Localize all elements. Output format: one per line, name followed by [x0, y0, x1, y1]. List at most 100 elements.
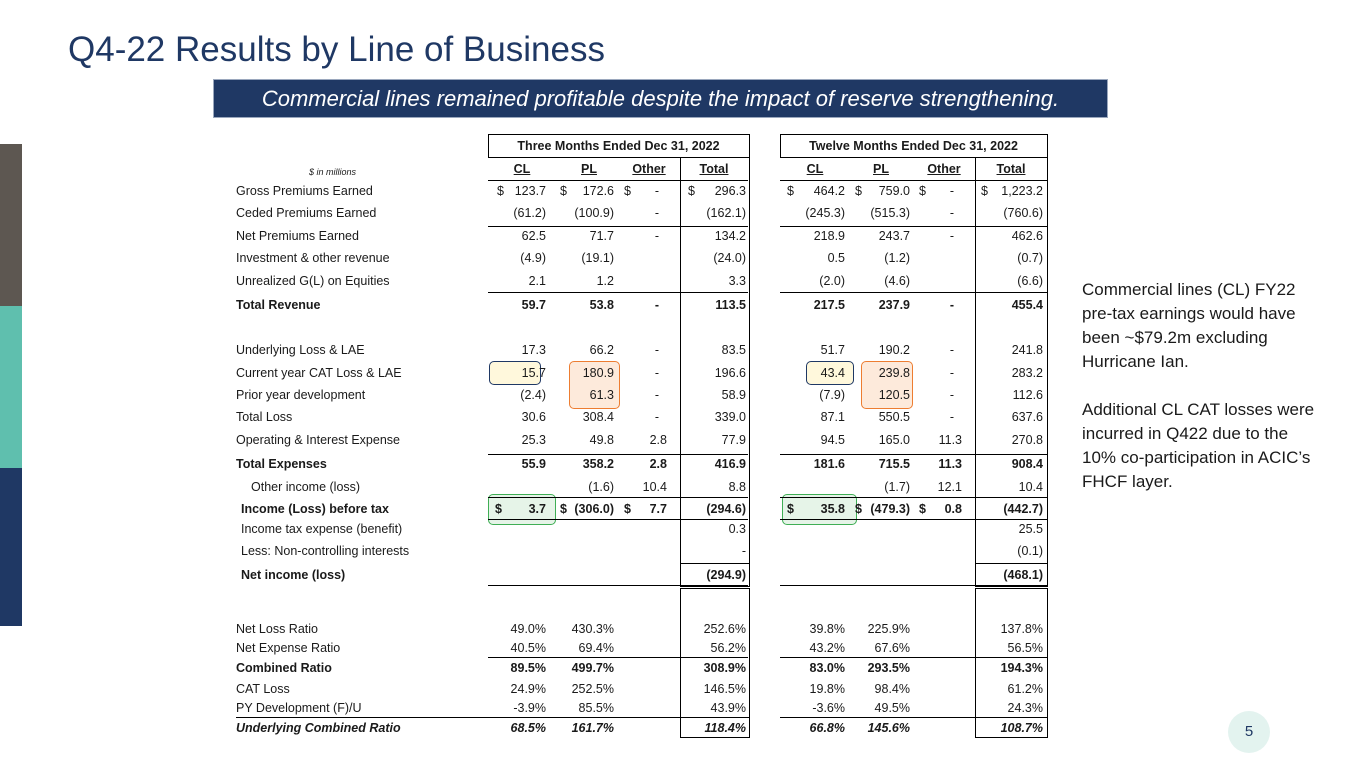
table-cell: (0.7): [1017, 251, 1043, 265]
table-cell: (468.1): [1003, 568, 1043, 582]
table-cell: 112.6: [1012, 388, 1043, 402]
table-cell: -: [949, 206, 954, 220]
rule-revenue-fy: [780, 292, 1047, 293]
table-cell: (760.6): [1003, 206, 1043, 220]
table-cell: 123.7: [514, 184, 546, 198]
table-cell: (294.6): [706, 502, 746, 516]
table-cell: 87.1: [820, 410, 845, 424]
ratio-cell: 308.9%: [703, 661, 746, 675]
table-cell: 637.6: [1011, 410, 1043, 424]
row-label: Gross Premiums Earned: [236, 184, 373, 198]
table-cell: 11.3: [938, 433, 962, 447]
table-cell: (2.0): [819, 274, 845, 288]
dollar-sign: $: [919, 502, 926, 516]
rule-pretax-top-fy: [780, 497, 1047, 498]
rule-expenses-fy: [780, 454, 1047, 455]
table-cell: (19.1): [581, 251, 614, 265]
ratio-label: CAT Loss: [236, 682, 290, 696]
table-cell: 715.5: [878, 457, 910, 471]
table-cell: 239.8: [878, 366, 910, 380]
table-cell: 35.8: [820, 502, 845, 516]
table-cell: (100.9): [574, 206, 614, 220]
table-cell: 180.9: [582, 366, 614, 380]
ratio-label: Net Expense Ratio: [236, 641, 341, 655]
table-cell: -: [654, 184, 659, 198]
table-cell: 181.6: [813, 457, 845, 471]
row-label: Total Expenses: [236, 457, 327, 471]
dollar-sign: $: [919, 184, 926, 198]
row-label: Other income (loss): [251, 480, 361, 494]
table-cell: 270.8: [1011, 433, 1043, 447]
table-cell: (6.6): [1017, 274, 1043, 288]
table-cell: (515.3): [870, 206, 910, 220]
rule-expenses-q4: [488, 454, 748, 455]
table-cell: (162.1): [706, 206, 746, 220]
rule-header-fy: [780, 180, 1047, 181]
table-cell: 308.4: [582, 410, 614, 424]
annotation-cl-earnings: Commercial lines (CL) FY22 pre-tax earni…: [1082, 280, 1296, 371]
row-label: Operating & Interest Expense: [236, 433, 400, 447]
ratio-cell: 61.2%: [1007, 682, 1043, 696]
col-header-q4-pl: PL: [581, 162, 597, 176]
col-header-fy-total: Total: [996, 162, 1026, 176]
rule-pretax-bottom-q4: [488, 519, 748, 520]
rule-revenue-q4: [488, 292, 748, 293]
highlight-q4-pl-cat-py: [569, 361, 620, 409]
rule-underlying-q4: [236, 717, 749, 718]
col-header-q4-cl: CL: [513, 162, 531, 176]
ratio-cell: 161.7%: [571, 721, 614, 735]
ratio-cell: 24.9%: [510, 682, 546, 696]
table-cell: (1.6): [588, 480, 614, 494]
table-cell: 172.6: [582, 184, 614, 198]
ratio-cell: 56.2%: [710, 641, 746, 655]
table-cell: 17.3: [521, 343, 546, 357]
table-cell: 2.8: [649, 457, 667, 471]
ratio-cell: 43.9%: [710, 701, 746, 715]
table-cell: -: [949, 229, 954, 243]
table-cell: (61.2): [513, 206, 546, 220]
row-label: Prior year development: [236, 388, 366, 402]
table-cell: 25.3: [521, 433, 546, 447]
table-cell: 455.4: [1011, 298, 1043, 312]
ratio-cell: 145.6%: [867, 721, 910, 735]
row-label: Total Loss: [236, 410, 293, 424]
ratio-cell: 98.4%: [874, 682, 910, 696]
table-cell: 15.7: [521, 366, 546, 380]
table-cell: 165.0: [878, 433, 910, 447]
table-cell: -: [949, 298, 954, 312]
table-cell: (7.9): [819, 388, 845, 402]
table-cell: 217.5: [813, 298, 845, 312]
row-label: Current year CAT Loss & LAE: [236, 366, 402, 380]
ratio-cell: 66.8%: [809, 721, 845, 735]
highlight-q4-cl-cat: [489, 361, 541, 385]
table-cell: 908.4: [1011, 457, 1043, 471]
ratio-cell: 146.5%: [703, 682, 746, 696]
rule-combined-fy: [780, 657, 1047, 658]
rule-net-fy: [975, 563, 1047, 564]
table-cell: 759.0: [878, 184, 910, 198]
table-cell: -: [654, 298, 659, 312]
dollar-sign: $: [981, 184, 988, 198]
sidebar-accent-brown: [0, 144, 22, 306]
table-cell: 550.5: [878, 410, 910, 424]
ratio-cell: 43.2%: [809, 641, 845, 655]
table-cell: -: [949, 410, 954, 424]
sidebar-accent-teal: [0, 306, 22, 468]
row-label: Income (Loss) before tax: [241, 502, 389, 516]
ratio-cell: 69.4%: [578, 641, 614, 655]
ratio-label: Underlying Combined Ratio: [236, 721, 401, 735]
table-cell: 1,223.2: [1001, 184, 1043, 198]
table-cell: 462.6: [1011, 229, 1043, 243]
row-label: Underlying Loss & LAE: [236, 343, 365, 357]
table-cell: 51.7: [820, 343, 845, 357]
table-cell: 49.8: [589, 433, 614, 447]
q4-ratio-total-box: [680, 588, 750, 738]
rule-pretax-top-q4: [488, 497, 748, 498]
units-label: $ in millions: [309, 167, 357, 177]
row-label: Ceded Premiums Earned: [236, 206, 377, 220]
table-cell: 134.2: [714, 229, 746, 243]
table-cell: 241.8: [1011, 343, 1043, 357]
ratio-cell: 430.3%: [571, 622, 614, 636]
table-cell: 94.5: [820, 433, 845, 447]
highlight-fy-pl-cat-py: [861, 361, 913, 409]
